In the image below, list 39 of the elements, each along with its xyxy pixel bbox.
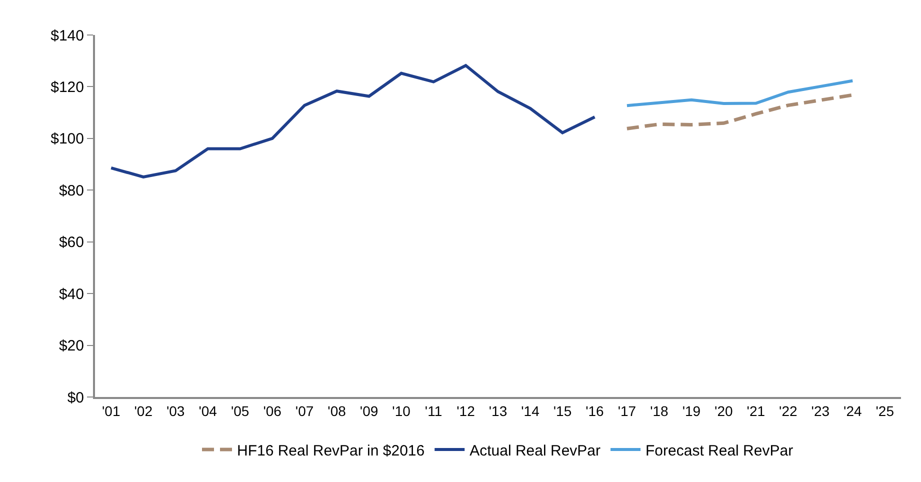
y-tick-label: $120 — [50, 78, 84, 96]
x-tick-label: '13 — [488, 402, 508, 419]
x-tick-label: '12 — [456, 402, 476, 419]
x-tick-label: '06 — [263, 402, 282, 419]
x-tick-label: '08 — [328, 402, 346, 419]
x-tick-label: '25 — [876, 402, 894, 419]
x-tick-label: '15 — [553, 402, 572, 419]
x-tick-label: '09 — [360, 402, 378, 419]
y-tick-label: $60 — [58, 234, 84, 252]
x-tick-label: '02 — [134, 402, 153, 419]
y-tick-label: $0 — [67, 389, 84, 406]
x-tick-label: '03 — [166, 402, 185, 419]
x-tick-label: '07 — [295, 402, 314, 419]
x-tick-label: '24 — [844, 402, 862, 419]
x-tick-label: '18 — [650, 402, 669, 419]
x-tick-label: '11 — [424, 402, 442, 419]
y-tick-label: $20 — [58, 338, 84, 355]
legend-label: Actual Real RevPar — [470, 442, 601, 460]
x-tick-label: '17 — [618, 402, 636, 419]
x-tick-label: '22 — [779, 402, 798, 419]
y-tick-label: $40 — [58, 286, 84, 303]
x-tick-label: '16 — [586, 402, 604, 419]
x-tick-label: '04 — [198, 402, 218, 419]
x-tick-label: '23 — [811, 402, 830, 419]
y-tick-label: $80 — [58, 182, 84, 200]
legend-label: Forecast Real RevPar — [646, 442, 794, 460]
x-tick-label: '05 — [230, 402, 250, 419]
x-tick-label: '10 — [392, 402, 411, 419]
x-tick-label: '01 — [102, 402, 120, 419]
y-tick-label: $140 — [50, 27, 84, 44]
y-tick-label: $100 — [50, 130, 84, 148]
legend-label: HF16 Real RevPar in $2016 — [237, 442, 425, 460]
x-tick-label: '14 — [521, 402, 540, 419]
x-tick-label: '20 — [714, 402, 734, 419]
line-series — [625, 93, 854, 130]
x-tick-label: '19 — [682, 402, 701, 419]
x-tick-label: '21 — [746, 402, 766, 419]
line-series — [110, 64, 596, 178]
line-series — [625, 79, 854, 108]
